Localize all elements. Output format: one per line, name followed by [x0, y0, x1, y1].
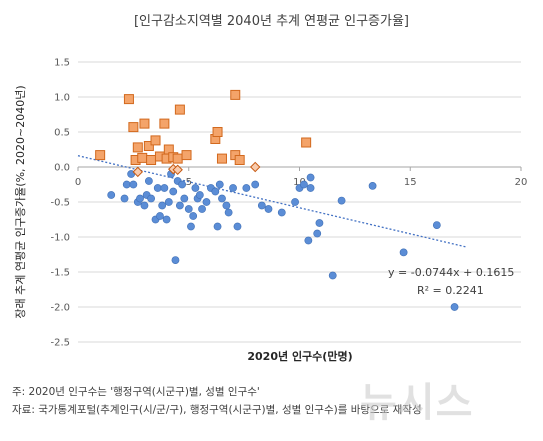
data-point: [147, 194, 155, 203]
data-point: [146, 155, 157, 165]
data-point: [306, 173, 315, 182]
data-point: [175, 201, 184, 210]
note-source: 자료: 국가통계포털(추계인구(시/군/구), 행정구역(시군구)별, 성별 인…: [12, 404, 422, 416]
data-point: [328, 271, 337, 280]
y-tick-label: -2.0: [50, 303, 70, 314]
data-point: [212, 127, 223, 137]
data-point: [213, 222, 222, 231]
data-point: [224, 208, 233, 217]
data-point: [158, 201, 167, 210]
data-point: [313, 229, 322, 238]
data-point: [216, 153, 227, 164]
data-point: [249, 161, 261, 173]
y-tick-label: 1.5: [54, 58, 70, 69]
y-tick-label: 0.5: [54, 128, 70, 139]
data-point: [160, 184, 169, 192]
data-point: [178, 180, 187, 189]
data-point: [315, 219, 324, 227]
data-point: [164, 198, 173, 206]
data-point: [180, 194, 189, 203]
data-point: [211, 187, 220, 196]
data-point: [229, 184, 237, 192]
data-point: [218, 194, 226, 203]
data-point: [150, 135, 161, 146]
trendline-r2: R² = 0.2241: [417, 284, 484, 297]
x-tick-label: 0: [75, 177, 81, 188]
data-point: [337, 196, 346, 205]
data-point: [230, 89, 241, 100]
data-point: [129, 180, 138, 189]
x-tick-label: 20: [515, 177, 528, 188]
data-point: [306, 184, 315, 192]
data-point: [139, 118, 150, 129]
data-point: [234, 155, 245, 165]
data-point: [432, 221, 441, 229]
data-point: [368, 181, 377, 190]
x-tick-label: 10: [293, 177, 306, 188]
data-point: [264, 205, 273, 213]
x-axis-title: 2020년 인구수(만명): [247, 349, 352, 363]
data-point: [132, 166, 144, 178]
data-point: [120, 194, 129, 203]
y-tick-label: -2.5: [50, 338, 70, 349]
x-tick-label: 15: [404, 177, 417, 188]
y-tick-label: 1.0: [54, 93, 70, 104]
data-point: [122, 180, 131, 189]
y-tick-label: -1.5: [50, 268, 70, 279]
y-tick-label: 0.0: [54, 163, 70, 174]
data-point: [222, 201, 231, 210]
data-point: [159, 118, 170, 129]
data-point: [181, 150, 192, 161]
data-point: [143, 141, 154, 151]
data-point: [198, 205, 206, 213]
newsis-watermark: 뉴시스: [360, 380, 474, 426]
data-point: [132, 142, 143, 153]
data-point: [123, 94, 134, 105]
data-point: [187, 222, 195, 231]
data-point: [162, 215, 171, 224]
x-tick-label: 5: [186, 177, 192, 188]
data-point: [144, 177, 153, 185]
data-point: [171, 256, 180, 264]
data-point: [95, 150, 106, 161]
data-point: [140, 201, 149, 210]
y-tick-label: -0.5: [50, 198, 70, 209]
data-point: [174, 104, 185, 115]
data-point: [128, 122, 139, 133]
data-point: [195, 191, 204, 199]
data-point: [136, 194, 144, 203]
data-point: [189, 212, 198, 220]
data-point: [169, 187, 178, 196]
note-population: 주: 2020년 인구수는 '행정구역(시군구)별, 성별 인구수': [12, 386, 260, 398]
data-point: [242, 184, 251, 192]
data-point: [172, 164, 183, 176]
data-point: [257, 201, 266, 210]
data-point: [191, 184, 200, 192]
y-axis-title: 장래 추계 연평균 인구증가율(%, 2020~2040년): [14, 85, 27, 318]
data-point: [251, 180, 260, 189]
chart-title: [인구감소지역별 2040년 추계 연평균 인구증가율]: [133, 14, 410, 29]
data-point: [137, 152, 148, 163]
data-point: [202, 198, 211, 206]
data-point: [277, 208, 286, 217]
data-point: [215, 180, 224, 189]
y-tick-label: -1.0: [50, 233, 70, 244]
data-point: [172, 153, 183, 164]
data-point: [304, 236, 313, 245]
data-point: [156, 212, 164, 220]
trendline-equation: y = -0.0744x + 0.1615: [388, 266, 514, 279]
data-point: [301, 137, 312, 148]
data-point: [450, 303, 459, 311]
data-point: [184, 205, 193, 213]
data-point: [291, 198, 299, 206]
data-point: [399, 248, 408, 257]
data-point: [153, 184, 162, 192]
data-point: [233, 222, 242, 231]
data-point: [300, 180, 308, 189]
data-point: [107, 191, 116, 199]
